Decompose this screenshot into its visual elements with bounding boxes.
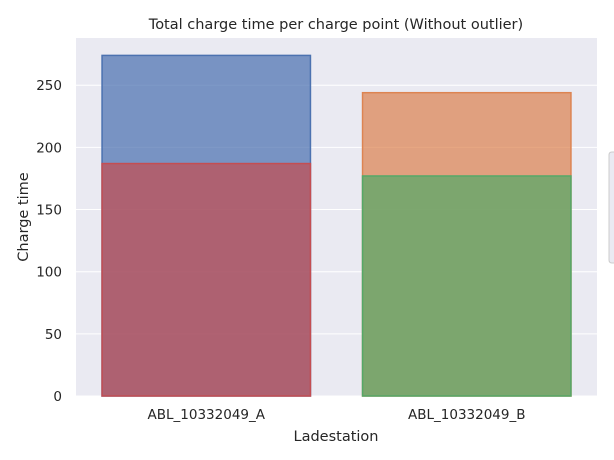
y-tick-label: 50 xyxy=(45,327,62,343)
y-tick-label: 0 xyxy=(53,389,62,405)
y-tick-label: 150 xyxy=(36,203,62,219)
y-tick-label: 250 xyxy=(36,78,62,94)
x-axis-label: Ladestation xyxy=(294,429,379,445)
y-axis-label: Charge time xyxy=(16,172,32,261)
x-tick-label: ABL_10332049_B xyxy=(408,407,526,423)
bar xyxy=(361,175,572,397)
x-tick-labels: ABL_10332049_A ABL_10332049_B xyxy=(148,407,526,423)
chart-title: Total charge time per charge point (With… xyxy=(148,17,523,33)
y-tick-label: 200 xyxy=(36,140,62,156)
y-tick-labels: 0 50 100 150 200 250 xyxy=(36,78,62,405)
y-tick-label: 100 xyxy=(36,265,62,281)
legend-box-edge xyxy=(608,151,614,264)
bars xyxy=(101,54,572,397)
x-tick-label: ABL_10332049_A xyxy=(148,407,266,423)
bar xyxy=(101,162,312,397)
